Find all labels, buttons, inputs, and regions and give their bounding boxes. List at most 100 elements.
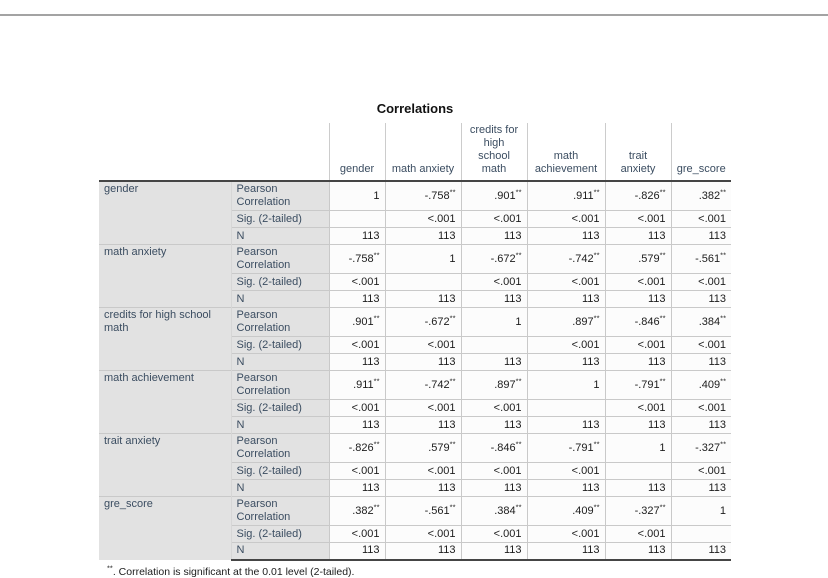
corr-cell: 113 <box>526 416 605 434</box>
column-header: gre_score <box>670 123 731 182</box>
row-variable-label: trait anxiety <box>99 433 231 497</box>
corr-cell: 113 <box>670 542 731 561</box>
corr-cell: .409** <box>670 370 731 400</box>
corr-cell <box>670 525 731 543</box>
corr-cell: .384** <box>670 307 731 337</box>
corr-cell: 113 <box>384 416 461 434</box>
corr-cell <box>604 462 671 480</box>
table-row: N 113 113 113 113 113 113 <box>99 416 731 434</box>
table-row: math anxiety Pearson Correlation -.758** 1-… <box>99 244 731 308</box>
corr-cell: <.001 <box>328 336 385 354</box>
header-corner <box>99 123 329 182</box>
corr-cell: 1 <box>604 433 671 463</box>
corr-cell: <.001 <box>384 336 461 354</box>
corr-cell <box>328 210 385 228</box>
row-variable-label: credits for high school math <box>99 307 231 371</box>
corr-cell: .911** <box>328 370 385 400</box>
corr-cell: 113 <box>526 353 605 371</box>
significance-stars: ** <box>659 501 666 511</box>
table-header: gender math anxiety credits for high schoo… <box>99 123 731 182</box>
corr-cell: .382** <box>328 496 385 526</box>
significance-stars: ** <box>593 312 600 322</box>
table-row: N 113 113 113 113 113 113 <box>99 290 731 308</box>
significance-stars: ** <box>373 501 380 511</box>
table-row: Sig. (2-tailed) <.001 <.001 <.001 <.001 <.001 <box>99 399 731 417</box>
corr-cell: <.001 <box>460 462 527 480</box>
corr-cell <box>384 273 461 291</box>
table-title: Correlations <box>376 101 454 116</box>
table-row: N 113 113 113 113 113 113 <box>99 479 731 497</box>
table-row: N 113 113 113 113 113 113 <box>99 227 731 245</box>
significance-stars: ** <box>449 438 456 448</box>
corr-cell: 113 <box>526 542 605 561</box>
corr-cell: -.846** <box>604 307 671 337</box>
corr-cell: 113 <box>328 416 385 434</box>
corr-cell: .384** <box>460 496 527 526</box>
stat-label: Sig. (2-tailed) <box>230 525 329 543</box>
corr-cell: 113 <box>328 290 385 308</box>
corr-cell: <.001 <box>604 399 671 417</box>
corr-cell: 113 <box>670 290 731 308</box>
corr-cell: <.001 <box>526 336 605 354</box>
corr-cell: .409** <box>526 496 605 526</box>
table-row: math achievement Pearson Correlation .911*… <box>99 370 731 434</box>
significance-stars: ** <box>593 186 600 196</box>
significance-stars: ** <box>515 249 522 259</box>
corr-cell: 113 <box>460 479 527 497</box>
corr-cell <box>460 336 527 354</box>
corr-cell: 113 <box>460 416 527 434</box>
table-row: Sig. (2-tailed) <.001 <.001 <.001 <.001 <.001 <box>99 273 731 291</box>
table-body: gender Pearson Correlation 1 -.758** .901**.… <box>99 180 731 561</box>
significance-stars: ** <box>659 249 666 259</box>
column-header: math anxiety <box>384 123 461 182</box>
corr-cell: -.758** <box>384 180 461 211</box>
significance-stars: ** <box>593 438 600 448</box>
significance-stars: ** <box>449 186 456 196</box>
stat-label: Sig. (2-tailed) <box>230 462 329 480</box>
corr-cell: <.001 <box>384 525 461 543</box>
corr-cell: 113 <box>328 227 385 245</box>
corr-cell: 113 <box>328 542 385 561</box>
corr-cell: <.001 <box>604 210 671 228</box>
row-variable-label: math anxiety <box>99 244 231 308</box>
table-row: credits for high school math Pearson Corr… <box>99 307 731 371</box>
corr-cell: <.001 <box>526 273 605 291</box>
stat-label: Pearson Correlation <box>230 496 329 526</box>
corr-cell: -.791** <box>526 433 605 463</box>
corr-cell: <.001 <box>328 399 385 417</box>
column-header: credits for high school math <box>460 123 527 182</box>
correlations-pivot-table[interactable]: Correlations gender math anxiety credits f… <box>99 101 731 578</box>
stat-label: Pearson Correlation <box>230 307 329 337</box>
corr-cell: 113 <box>604 542 671 561</box>
significance-stars: ** <box>720 375 726 385</box>
stat-label: Sig. (2-tailed) <box>230 210 329 228</box>
stat-label: Pearson Correlation <box>230 370 329 400</box>
corr-cell: .897** <box>460 370 527 400</box>
significance-stars: ** <box>720 186 726 196</box>
column-header: trait anxiety <box>604 123 671 182</box>
corr-cell: -.826** <box>328 433 385 463</box>
table-row: Sig. (2-tailed) <.001 <.001 <.001 <.001 <.001 <box>99 525 731 543</box>
significance-stars: ** <box>515 438 522 448</box>
header-row: gender math anxiety credits for high schoo… <box>99 123 731 182</box>
significance-stars: ** <box>659 186 666 196</box>
stat-label: N <box>230 353 329 371</box>
corr-cell: 113 <box>604 353 671 371</box>
significance-stars: ** <box>449 375 456 385</box>
corr-cell: <.001 <box>460 210 527 228</box>
corr-cell: 113 <box>670 416 731 434</box>
corr-cell: 113 <box>526 227 605 245</box>
significance-stars: ** <box>449 501 456 511</box>
significance-stars: ** <box>659 375 666 385</box>
corr-cell: <.001 <box>670 399 731 417</box>
corr-cell: -.742** <box>384 370 461 400</box>
corr-cell: -.672** <box>460 244 527 274</box>
table-row: Sig. (2-tailed) <.001 <.001 <.001 <.001 <.001 <box>99 336 731 354</box>
corr-cell: 1 <box>460 307 527 337</box>
corr-cell: 113 <box>604 479 671 497</box>
corr-cell: -.327** <box>670 433 731 463</box>
corr-cell: 113 <box>670 227 731 245</box>
significance-stars: ** <box>373 249 380 259</box>
stat-label: Pearson Correlation <box>230 433 329 463</box>
corr-cell: -.791** <box>604 370 671 400</box>
